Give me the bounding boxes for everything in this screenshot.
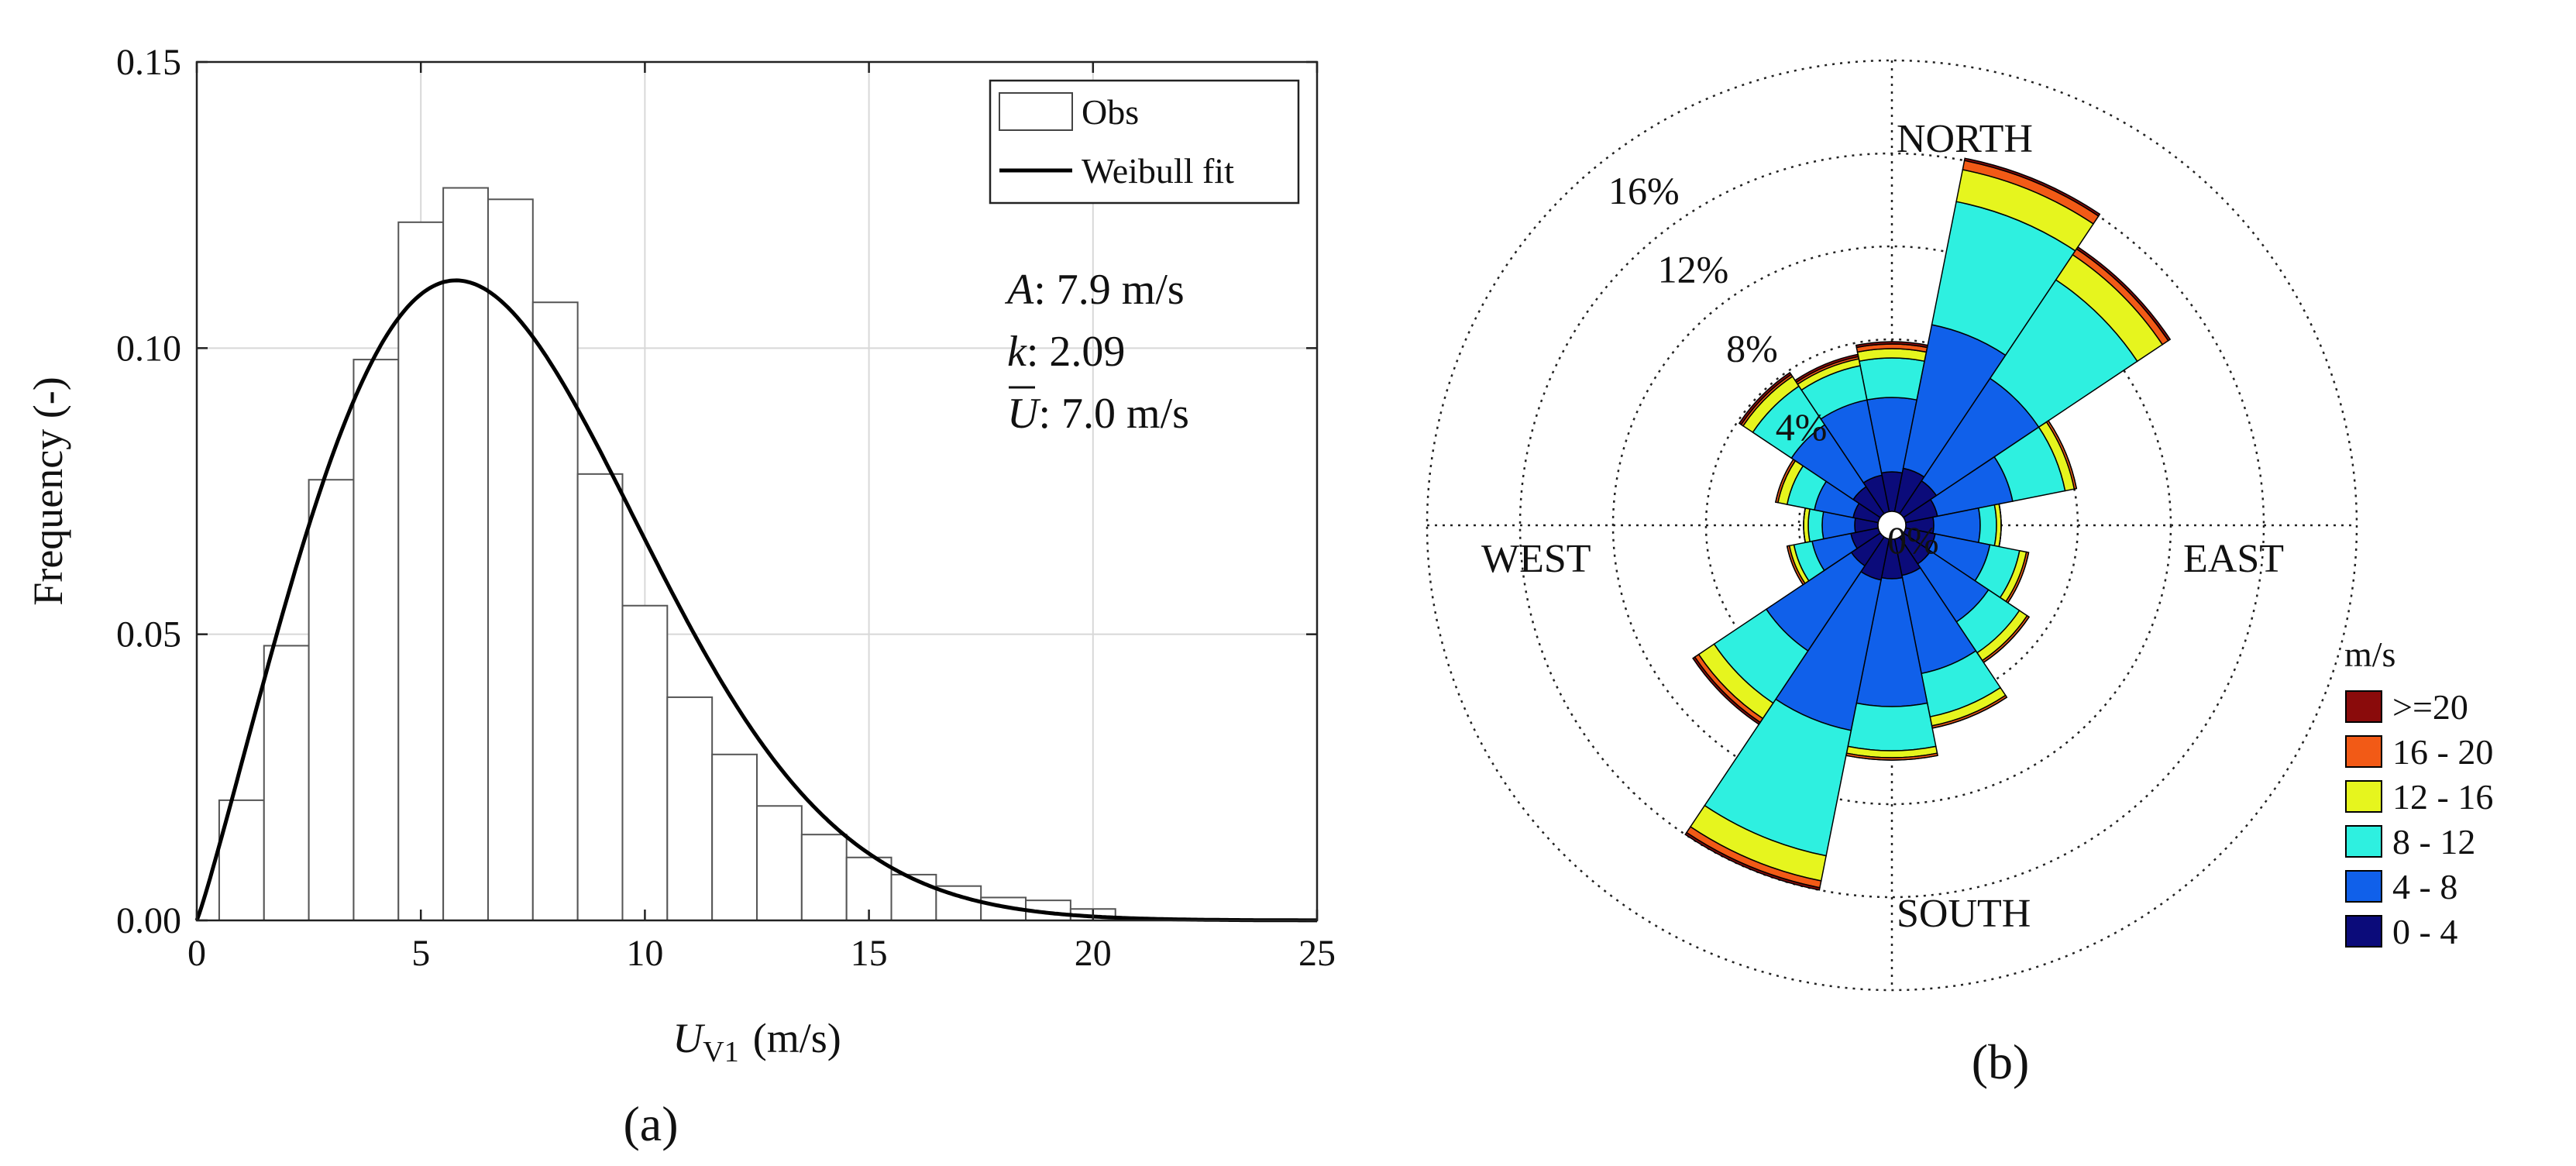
compass-north: NORTH [1897,117,2033,161]
param-A: A: 7.9 m/s [1004,266,1185,314]
weibull-fit-curve [194,278,1317,923]
histogram-bar [442,187,489,922]
rose-legend-label: >=20 [2392,687,2468,727]
wind-rose-wedges [1684,157,2172,891]
rose-legend-label: 12 - 16 [2392,777,2493,817]
compass-south: SOUTH [1897,892,2031,936]
rose-legend-label: 16 - 20 [2392,732,2493,772]
histogram-bar [621,604,669,921]
rose-legend-swatch [2345,870,2382,903]
y-tick-label: 0.15 [116,42,181,83]
x-tick-label: 15 [851,933,888,974]
ring-label: 12% [1658,248,1729,291]
rose-legend-label: 0 - 4 [2392,912,2457,951]
x-tick-label: 0 [187,933,206,974]
histogram-bar [576,473,624,921]
histogram-legend: Obs Weibull fit [989,79,1300,205]
rose-legend-label: 4 - 8 [2392,867,2457,906]
histogram-bar [800,834,848,921]
rose-wedge-SSW-bin5 [1684,831,1821,891]
x-tick-label: 5 [411,933,430,974]
histogram-bar [397,221,445,921]
rose-legend-title: m/s [2344,635,2395,674]
wind-rose-legend: m/s >=20 16 - 20 12 - 16 8 - 12 4 - 8 0 - 4 [2344,635,2493,951]
rose-wedge-NE-bin5 [2076,246,2172,342]
rose-legend-swatch [2345,690,2382,723]
x-tick-label: 20 [1075,933,1112,974]
rose-wedge-NW-bin5 [1738,371,1793,426]
rose-wedge-E-bin2 [1977,504,1997,547]
rose-wedge-S-bin2 [1847,702,1937,752]
rose-wedge-NNW-bin5 [1794,353,1859,384]
rose-legend-swatch [2345,780,2382,813]
x-axis-units: (m/s) [753,1015,841,1061]
histogram-bar [308,479,355,921]
rose-ring [1426,59,2358,992]
rose-center-hole [1877,511,1907,540]
histogram-bar [263,645,310,921]
rose-legend-swatch [2345,915,2382,948]
param-U: U: 7.0 m/s [1007,390,1189,438]
weibull-parameters: A: 7.9 m/s k: 2.09 U: 7.0 m/s [1004,266,1189,438]
histogram-plot-frame [195,60,1319,922]
rose-legend-swatch [2345,825,2382,858]
ring-label: 4% [1776,405,1828,449]
y-axis-title: Frequency (-) [25,377,71,605]
panel-label-a: (a) [623,1096,678,1151]
histogram-bar [711,753,758,922]
histogram-panel: 0 5 10 15 20 25 0.00 0.05 0.10 0.15 Frequency (-)… [25,42,1336,1151]
rose-wedge-NNE-bin5 [1963,157,2101,217]
histogram-bars [218,187,1116,922]
rose-legend-swatch [2345,735,2382,768]
ring-label: 16% [1608,169,1680,212]
rose-wedge-N-bin2 [1859,357,1925,401]
ring-label: 0% [1887,518,1939,562]
x-tick-label: 25 [1298,933,1336,974]
compass-west: WEST [1481,537,1591,581]
legend-obs-swatch [999,92,1073,131]
histogram-bar [890,873,937,921]
x-axis-subscript: V1 [703,1036,738,1068]
wind-rose-panel: 0% 4% 8% 12% 16% NORTH SOUTH WEST EAST m/s >… [1426,59,2493,1089]
histogram-bar [756,805,803,922]
rose-wedge-ENE-bin5 [2048,420,2078,489]
rose-wedge-SW-bin5 [1692,655,1762,725]
y-tick-label: 0.10 [116,328,181,369]
panel-label-b: (b) [1972,1034,2030,1089]
histogram-ticks: 0 5 10 15 20 25 0.00 0.05 0.10 0.15 [116,42,1336,974]
wind-rose-ring-labels: 0% 4% 8% 12% 16% [1608,169,1939,562]
rose-wedge-W-bin2 [1807,508,1825,542]
legend-obs-label: Obs [1082,92,1139,132]
rose-legend-label: 8 - 12 [2392,822,2475,862]
ring-label: 8% [1726,326,1778,370]
x-axis-symbol: U [672,1015,705,1061]
legend-fit-label: Weibull fit [1082,151,1234,191]
x-axis-title: UV1 (m/s) [672,1015,841,1068]
param-k: k: 2.09 [1007,328,1125,376]
compass-east: EAST [2183,537,2284,581]
histogram-bar [666,696,714,921]
rose-wedge-WSW-bin5 [1786,545,1804,586]
x-tick-label: 10 [626,933,663,974]
y-tick-label: 0.00 [116,900,181,941]
y-tick-label: 0.05 [116,614,181,655]
histogram-bar [353,359,400,921]
